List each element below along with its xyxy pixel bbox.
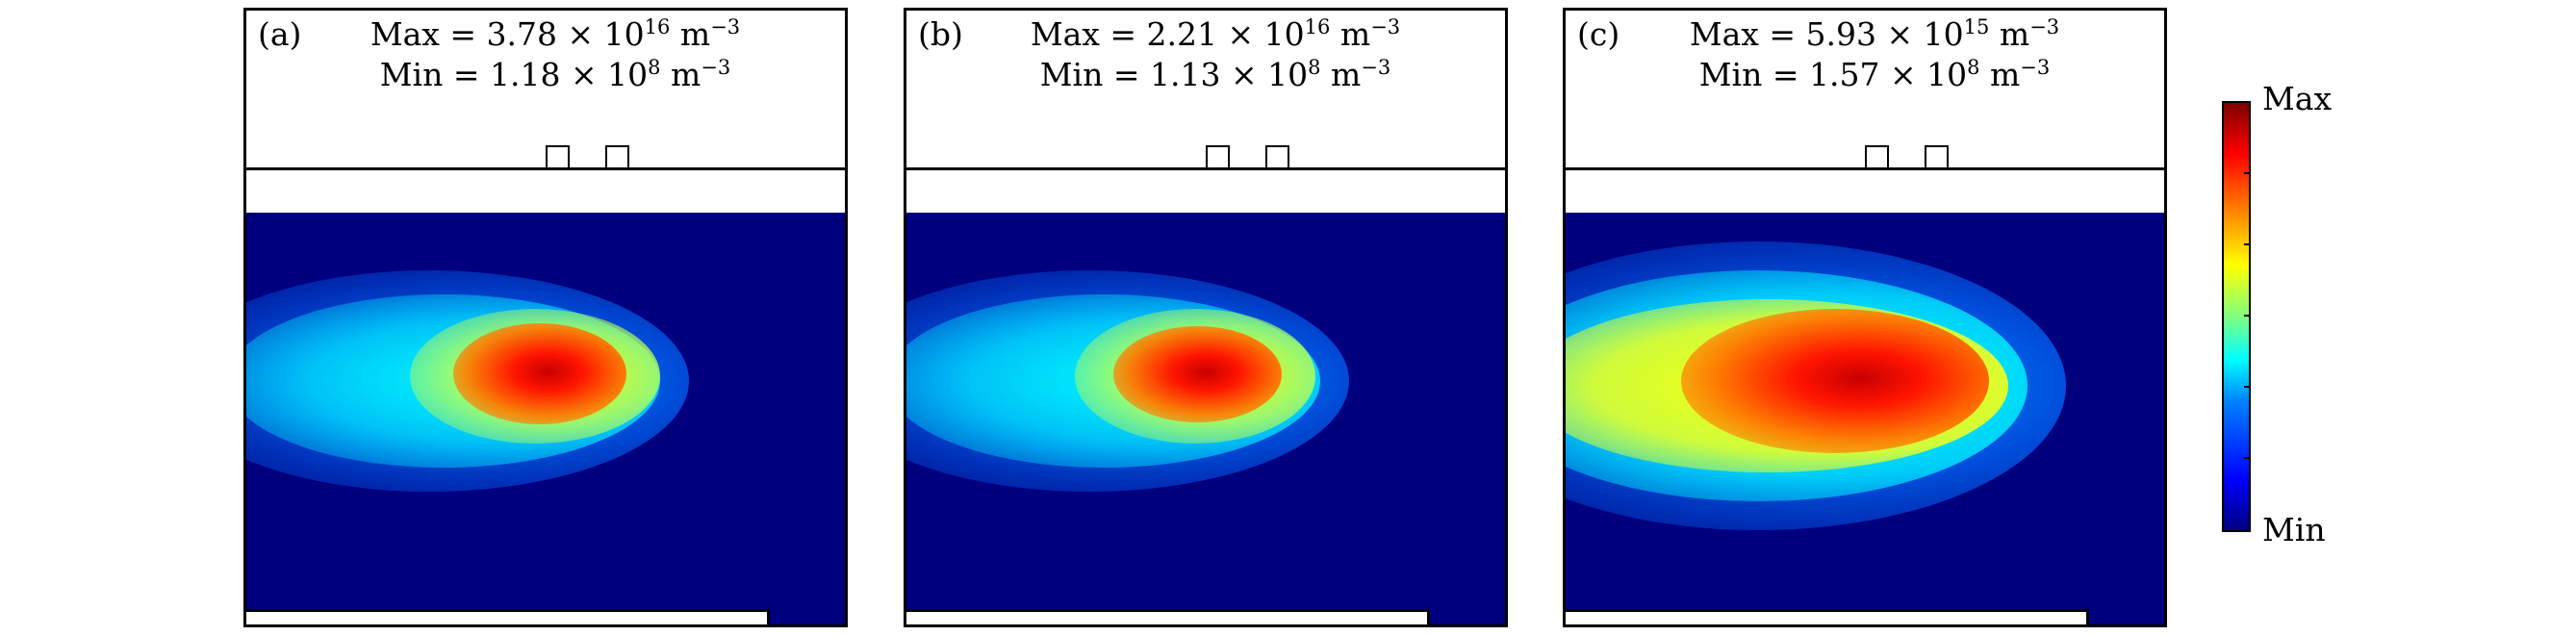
max-unit: m [1989, 15, 2030, 53]
min-mantissa: Min = 1.57 × 10 [1698, 56, 1968, 93]
min-mantissa: Min = 1.18 × 10 [379, 56, 649, 93]
electrode-left [1206, 145, 1230, 168]
max-unit-exponent: −3 [710, 15, 741, 38]
min-exponent: 8 [648, 56, 661, 79]
panel-header: (c) Max = 5.93 × 1015 m−3 Min = 1.57 × 1… [1566, 11, 2164, 165]
panel-header: (a) Max = 3.78 × 1016 m−3 Min = 1.18 × 1… [246, 11, 845, 165]
density-field [246, 213, 845, 624]
min-unit-exponent: −3 [701, 56, 731, 79]
max-unit-exponent: −3 [2029, 15, 2060, 38]
bottom-plate [1566, 609, 2089, 624]
electrode-left [1865, 145, 1889, 168]
max-unit-exponent: −3 [1370, 15, 1401, 38]
panel-b: (b) Max = 2.21 × 1016 m−3 Min = 1.13 × 1… [904, 8, 1508, 627]
max-mantissa: Max = 3.78 × 10 [370, 15, 645, 53]
colorbar-tick [2244, 386, 2251, 388]
panel-annotation: Max = 5.93 × 1015 m−3 Min = 1.57 × 108 m… [1566, 14, 2164, 95]
min-unit: m [1320, 56, 1362, 93]
min-value: Min = 1.13 × 108 m−3 [926, 55, 1505, 95]
max-exponent: 16 [1304, 15, 1331, 38]
max-value: Max = 2.21 × 1016 m−3 [926, 14, 1505, 55]
panel-letter: (c) [1577, 15, 1620, 53]
panel-a: (a) Max = 3.78 × 1016 m−3 Min = 1.18 × 1… [243, 8, 848, 627]
max-unit: m [1330, 15, 1371, 53]
colorbar-tick [2244, 315, 2251, 317]
panel-annotation: Max = 3.78 × 1016 m−3 Min = 1.18 × 108 m… [246, 14, 845, 95]
colorbar-max-label: Max [2262, 80, 2333, 117]
max-value: Max = 5.93 × 1015 m−3 [1585, 14, 2164, 55]
colorbar-min-label: Min [2262, 511, 2326, 548]
bottom-plate [246, 609, 770, 624]
panel-header: (b) Max = 2.21 × 1016 m−3 Min = 1.13 × 1… [906, 11, 1505, 165]
min-unit-exponent: −3 [2020, 56, 2051, 79]
min-exponent: 8 [1967, 56, 1980, 79]
electrode-left [546, 145, 570, 168]
max-mantissa: Max = 2.21 × 10 [1030, 15, 1305, 53]
density-field [1566, 213, 2164, 624]
electrode-right [605, 145, 629, 168]
colorbar-tick [2244, 457, 2251, 459]
colorbar-tick [2244, 243, 2251, 245]
density-field [906, 213, 1505, 624]
min-mantissa: Min = 1.13 × 10 [1039, 56, 1309, 93]
plume-orange [1113, 326, 1282, 422]
electrode-right [1925, 145, 1949, 168]
max-value: Max = 3.78 × 1016 m−3 [266, 14, 845, 55]
plume-orange [453, 323, 626, 424]
dielectric-band [906, 167, 1505, 216]
colorbar-tick [2244, 172, 2251, 174]
panel-letter: (b) [918, 15, 963, 53]
plume-orange [1681, 309, 1989, 453]
dielectric-band [1566, 167, 2164, 216]
dielectric-band [246, 167, 845, 216]
colorbar [2222, 101, 2251, 532]
max-exponent: 15 [1963, 15, 1990, 38]
max-exponent: 16 [644, 15, 671, 38]
min-value: Min = 1.57 × 108 m−3 [1585, 55, 2164, 95]
min-unit-exponent: −3 [1361, 56, 1391, 79]
min-value: Min = 1.18 × 108 m−3 [266, 55, 845, 95]
min-unit: m [660, 56, 701, 93]
panel-letter: (a) [258, 15, 302, 53]
electrode-right [1265, 145, 1289, 168]
panel-annotation: Max = 2.21 × 1016 m−3 Min = 1.13 × 108 m… [906, 14, 1505, 95]
max-unit: m [670, 15, 711, 53]
min-exponent: 8 [1308, 56, 1321, 79]
min-unit: m [1979, 56, 2021, 93]
bottom-plate [906, 609, 1430, 624]
max-mantissa: Max = 5.93 × 10 [1689, 15, 1964, 53]
panel-c: (c) Max = 5.93 × 1015 m−3 Min = 1.57 × 1… [1563, 8, 2167, 627]
